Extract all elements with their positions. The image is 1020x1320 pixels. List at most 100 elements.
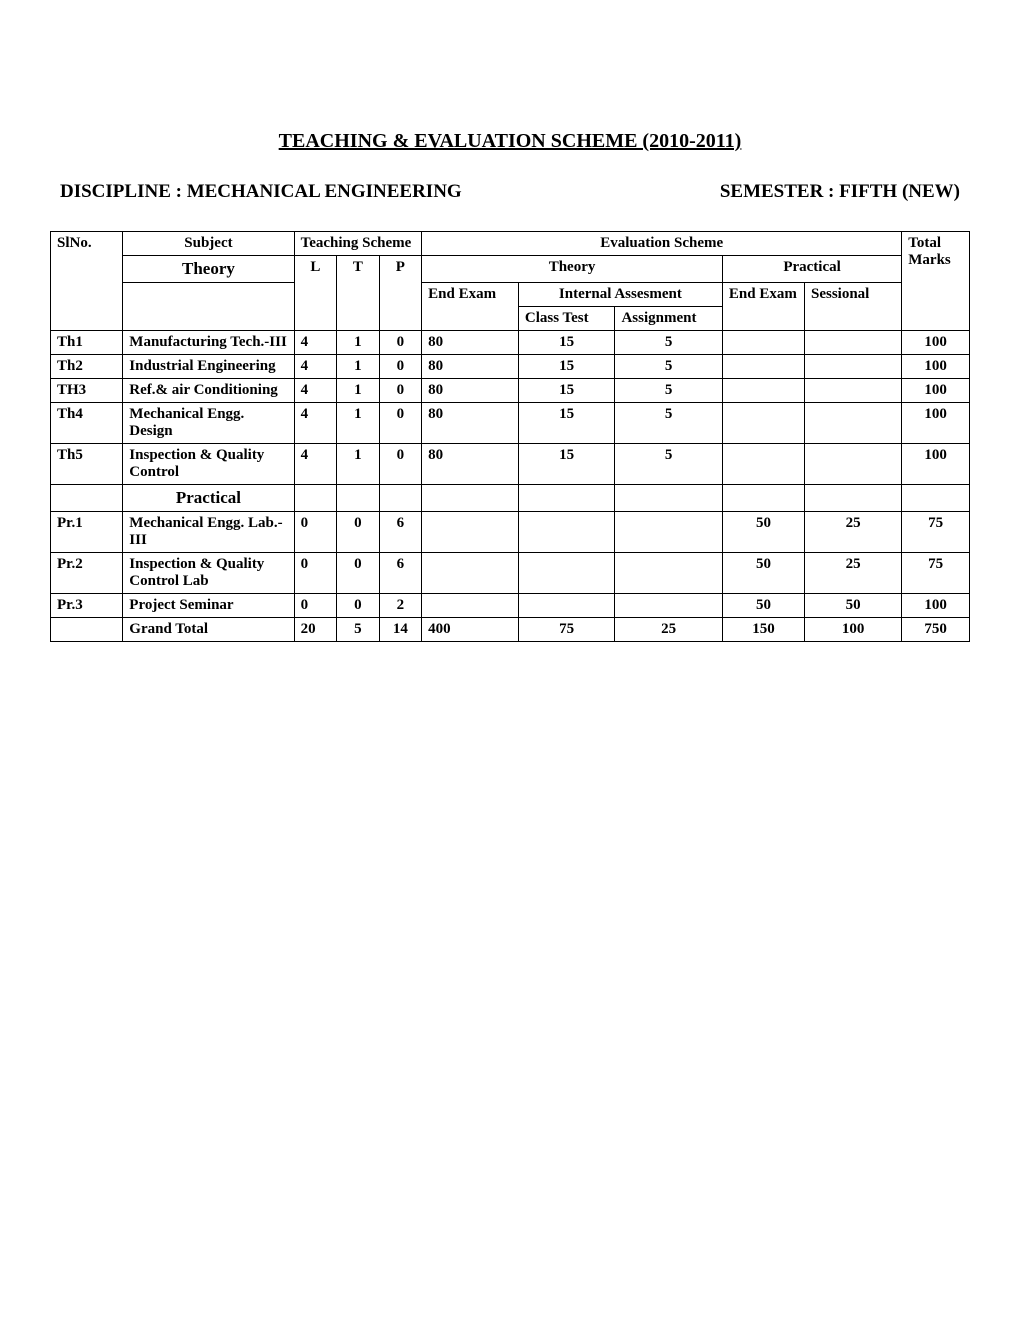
hdr-theory-eval: Theory <box>422 256 723 283</box>
cell-ct <box>518 512 615 553</box>
cell-asg <box>615 512 722 553</box>
cell-P: 2 <box>379 594 422 618</box>
table-row: Th5 Inspection & Quality Control 4 1 0 8… <box>51 444 970 485</box>
table-row: Pr.2 Inspection & Quality Control Lab 0 … <box>51 553 970 594</box>
hdr-internal-assessment: Internal Assesment <box>518 283 722 307</box>
cell-sess: 100 <box>804 618 901 642</box>
cell-total: 100 <box>902 403 970 444</box>
hdr-blank-subject <box>123 283 294 331</box>
hdr-evaluation-scheme: Evaluation Scheme <box>422 232 902 256</box>
cell-subject: Manufacturing Tech.-III <box>123 331 294 355</box>
cell-blank <box>51 485 123 512</box>
cell-asg <box>615 594 722 618</box>
cell-pend <box>722 444 804 485</box>
cell-P: 0 <box>379 379 422 403</box>
cell-T: 0 <box>337 512 379 553</box>
cell-pend: 50 <box>722 512 804 553</box>
cell-blank <box>51 618 123 642</box>
cell-pend: 150 <box>722 618 804 642</box>
cell-end: 80 <box>422 444 519 485</box>
header-row-3: End Exam Internal Assesment End Exam Ses… <box>51 283 970 307</box>
cell-sl: Th1 <box>51 331 123 355</box>
cell-L: 4 <box>294 331 337 355</box>
cell-pend: 50 <box>722 594 804 618</box>
page-title: TEACHING & EVALUATION SCHEME (2010-2011) <box>50 130 970 153</box>
cell-ct: 15 <box>518 403 615 444</box>
cell-T: 1 <box>337 444 379 485</box>
practical-section-label: Practical <box>123 485 294 512</box>
practical-section-row: Practical <box>51 485 970 512</box>
cell-P: 0 <box>379 444 422 485</box>
cell-L: 4 <box>294 444 337 485</box>
cell-sess: 50 <box>804 594 901 618</box>
cell-sl: Pr.1 <box>51 512 123 553</box>
cell-P: 14 <box>379 618 422 642</box>
cell-subject: Inspection & Quality Control <box>123 444 294 485</box>
cell-total: 100 <box>902 331 970 355</box>
cell-T: 1 <box>337 379 379 403</box>
cell-pend <box>722 403 804 444</box>
cell-sess: 25 <box>804 553 901 594</box>
header-row-2: Theory L T P Theory Practical <box>51 256 970 283</box>
cell-end <box>422 594 519 618</box>
cell-sl: Th5 <box>51 444 123 485</box>
hdr-T: T <box>337 256 379 331</box>
cell-asg: 5 <box>615 379 722 403</box>
cell-total: 75 <box>902 512 970 553</box>
grand-total-row: Grand Total 20 5 14 400 75 25 150 100 75… <box>51 618 970 642</box>
page: TEACHING & EVALUATION SCHEME (2010-2011)… <box>0 0 1020 642</box>
cell-L: 4 <box>294 379 337 403</box>
cell-L: 0 <box>294 594 337 618</box>
cell-P: 6 <box>379 512 422 553</box>
cell-subject: Mechanical Engg. Design <box>123 403 294 444</box>
cell-subject: Project Seminar <box>123 594 294 618</box>
cell-total: 75 <box>902 553 970 594</box>
cell-sess: 25 <box>804 512 901 553</box>
cell-subject: Ref.& air Conditioning <box>123 379 294 403</box>
scheme-table: SlNo. Subject Teaching Scheme Evaluation… <box>50 231 970 642</box>
cell-end: 80 <box>422 355 519 379</box>
cell-asg: 5 <box>615 444 722 485</box>
cell-subject: Mechanical Engg. Lab.-III <box>123 512 294 553</box>
header-row-1: SlNo. Subject Teaching Scheme Evaluation… <box>51 232 970 256</box>
cell-total: 750 <box>902 618 970 642</box>
semester-label: SEMESTER : FIFTH (NEW) <box>720 181 960 203</box>
cell-sl: Th4 <box>51 403 123 444</box>
table-row: Th4 Mechanical Engg. Design 4 1 0 80 15 … <box>51 403 970 444</box>
cell-sl: TH3 <box>51 379 123 403</box>
subheading-row: DISCIPLINE : MECHANICAL ENGINEERING SEME… <box>50 181 970 203</box>
cell-T: 1 <box>337 355 379 379</box>
hdr-theory-section: Theory <box>123 256 294 283</box>
hdr-class-test: Class Test <box>518 307 615 331</box>
cell-sl: Th2 <box>51 355 123 379</box>
hdr-L: L <box>294 256 337 331</box>
cell-total: 100 <box>902 594 970 618</box>
cell-ct: 15 <box>518 379 615 403</box>
cell-end: 80 <box>422 403 519 444</box>
hdr-assignment: Assignment <box>615 307 722 331</box>
cell-ct: 75 <box>518 618 615 642</box>
cell-subject: Industrial Engineering <box>123 355 294 379</box>
cell-sl: Pr.3 <box>51 594 123 618</box>
cell-sl: Pr.2 <box>51 553 123 594</box>
cell-end <box>422 553 519 594</box>
cell-T: 0 <box>337 594 379 618</box>
cell-T: 1 <box>337 403 379 444</box>
cell-total: 100 <box>902 355 970 379</box>
cell-L: 4 <box>294 403 337 444</box>
cell-ct: 15 <box>518 444 615 485</box>
cell-L: 0 <box>294 512 337 553</box>
cell-P: 0 <box>379 355 422 379</box>
cell-end: 80 <box>422 331 519 355</box>
cell-sess <box>804 379 901 403</box>
cell-sess <box>804 331 901 355</box>
cell-L: 0 <box>294 553 337 594</box>
cell-asg: 25 <box>615 618 722 642</box>
cell-pend <box>722 379 804 403</box>
cell-asg <box>615 553 722 594</box>
cell-ct <box>518 553 615 594</box>
cell-pend <box>722 331 804 355</box>
hdr-end-exam: End Exam <box>422 283 519 331</box>
cell-end: 400 <box>422 618 519 642</box>
cell-end <box>422 512 519 553</box>
